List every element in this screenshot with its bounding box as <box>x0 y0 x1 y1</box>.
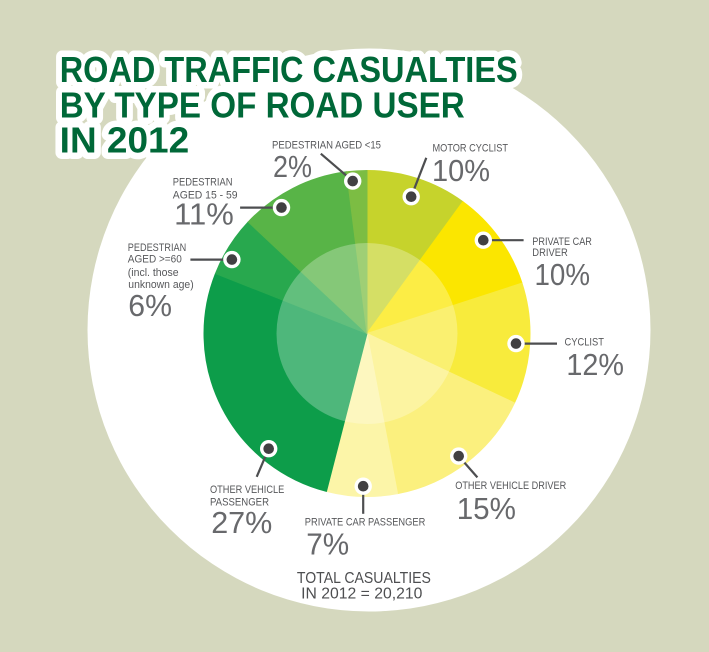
svg-text:BY TYPE OF ROAD USER: BY TYPE OF ROAD USER <box>60 84 465 125</box>
svg-text:11%: 11% <box>174 197 234 232</box>
svg-text:7%: 7% <box>306 527 349 562</box>
svg-text:2%: 2% <box>273 149 312 184</box>
svg-text:12%: 12% <box>566 347 624 382</box>
svg-text:DRIVER: DRIVER <box>532 247 568 259</box>
svg-text:PASSENGER: PASSENGER <box>210 497 269 509</box>
svg-text:PRIVATE CAR PASSENGER: PRIVATE CAR PASSENGER <box>305 517 426 529</box>
svg-text:27%: 27% <box>211 505 272 540</box>
svg-text:PEDESTRIAN: PEDESTRIAN <box>128 242 186 254</box>
svg-text:IN 2012 = 20,210: IN 2012 = 20,210 <box>301 586 423 603</box>
svg-text:unknown age): unknown age) <box>128 279 193 291</box>
svg-text:TOTAL CASUALTIES: TOTAL CASUALTIES <box>297 570 431 587</box>
svg-text:IN 2012: IN 2012 <box>60 120 190 161</box>
svg-text:AGED >=60: AGED >=60 <box>128 253 182 265</box>
svg-text:(incl. those: (incl. those <box>128 267 179 279</box>
svg-text:MOTOR CYCLIST: MOTOR CYCLIST <box>433 142 509 154</box>
svg-text:15%: 15% <box>457 491 516 526</box>
svg-text:OTHER VEHICLE: OTHER VEHICLE <box>210 484 284 496</box>
svg-text:10%: 10% <box>432 153 490 188</box>
svg-text:PEDESTRIAN: PEDESTRIAN <box>173 177 233 189</box>
svg-text:PEDESTRIAN AGED <15: PEDESTRIAN AGED <15 <box>272 139 381 151</box>
svg-text:CYCLIST: CYCLIST <box>565 337 605 349</box>
svg-text:10%: 10% <box>535 257 591 292</box>
svg-text:6%: 6% <box>128 288 172 323</box>
svg-text:OTHER VEHICLE DRIVER: OTHER VEHICLE DRIVER <box>455 480 566 492</box>
svg-text:AGED 15 - 59: AGED 15 - 59 <box>173 189 238 201</box>
svg-text:ROAD TRAFFIC CASUALTIES: ROAD TRAFFIC CASUALTIES <box>60 49 518 90</box>
svg-text:PRIVATE CAR: PRIVATE CAR <box>532 236 592 248</box>
